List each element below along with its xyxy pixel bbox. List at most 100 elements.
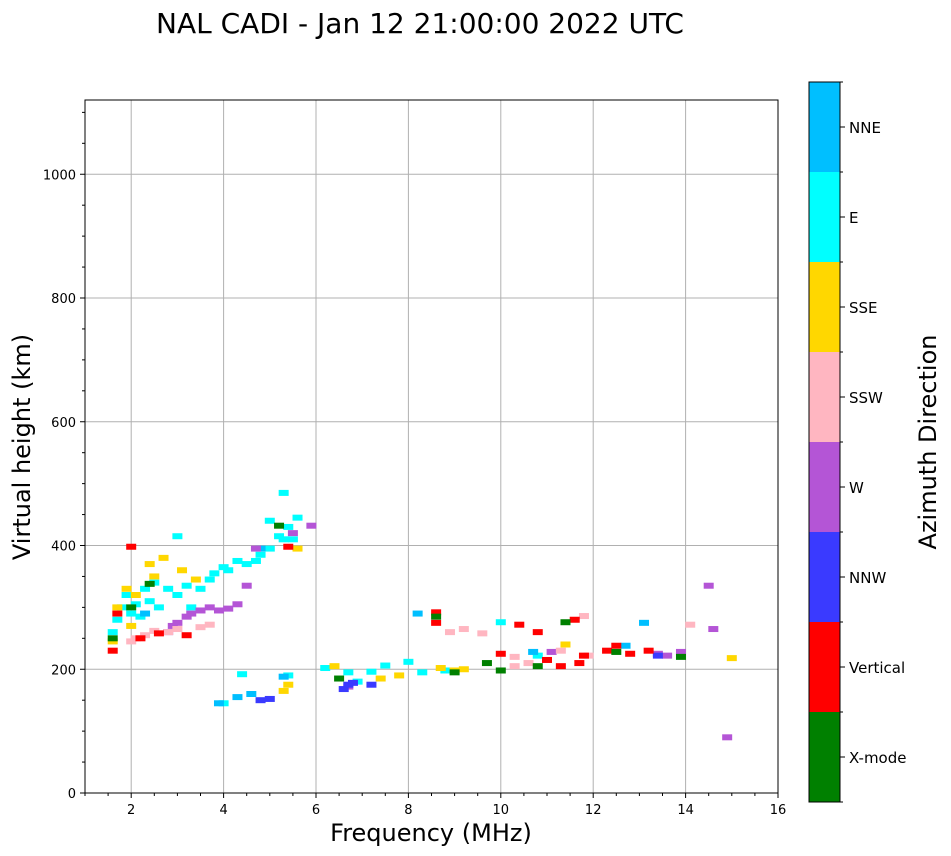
colorbar-segment — [809, 442, 840, 532]
data-point — [255, 697, 266, 704]
data-point — [403, 658, 414, 665]
data-point — [431, 619, 442, 626]
data-point — [611, 648, 622, 655]
data-point — [431, 613, 442, 620]
colorbar-segment — [809, 82, 840, 172]
data-point — [675, 648, 686, 655]
colorbar-segment — [809, 172, 840, 262]
data-point — [278, 673, 289, 680]
data-point — [144, 598, 155, 605]
data-point — [209, 570, 220, 577]
colorbar-frame — [808, 81, 841, 803]
data-point — [140, 632, 151, 639]
colorbar-segment — [809, 622, 840, 712]
data-point — [380, 662, 391, 669]
data-point — [190, 576, 201, 583]
data-point — [532, 663, 543, 670]
x-tick-label: 4 — [219, 803, 227, 818]
data-point — [163, 629, 174, 636]
data-point — [477, 630, 488, 637]
y-axis-ticks: 0 200 400 600 800 1000 — [43, 111, 85, 802]
x-tick-label: 2 — [127, 803, 135, 818]
data-point — [528, 648, 539, 655]
data-point — [726, 655, 737, 662]
data-point — [177, 567, 188, 574]
data-point — [107, 647, 118, 654]
data-point — [126, 604, 137, 611]
data-point — [412, 610, 423, 617]
data-point — [366, 668, 377, 675]
colorbar-tick-label: W — [849, 479, 864, 497]
data-point — [213, 700, 224, 707]
data-points — [107, 489, 737, 741]
data-point — [140, 610, 151, 617]
data-point — [204, 576, 215, 583]
data-point — [514, 621, 525, 628]
data-point — [264, 545, 275, 552]
data-point — [343, 669, 354, 676]
data-point — [555, 663, 566, 670]
data-point — [204, 621, 215, 628]
colorbar-tick-label: X-mode — [849, 749, 906, 767]
data-point — [334, 675, 345, 682]
data-point — [250, 557, 261, 564]
colorbar-tick-label: Vertical — [849, 659, 905, 677]
data-point — [126, 622, 137, 629]
data-point — [306, 522, 317, 529]
data-point — [417, 669, 428, 676]
data-point — [542, 656, 552, 663]
data-point — [708, 626, 719, 633]
data-point — [255, 551, 266, 558]
data-point — [287, 530, 298, 537]
data-point — [107, 629, 118, 636]
data-point — [662, 652, 673, 659]
grid-lines — [85, 100, 778, 793]
data-point — [223, 567, 234, 574]
data-point — [338, 686, 349, 693]
data-point — [283, 523, 294, 530]
x-axis-ticks: 2 4 6 8 10 12 14 16 — [84, 793, 787, 818]
data-point — [532, 629, 543, 636]
x-axis-label: Frequency (MHz) — [330, 819, 532, 847]
data-point — [144, 561, 155, 568]
data-point — [107, 638, 118, 645]
y-tick-label: 0 — [68, 787, 76, 802]
data-point — [195, 607, 206, 614]
x-tick-label: 12 — [585, 803, 602, 818]
data-point — [107, 635, 118, 642]
data-point — [172, 619, 183, 626]
data-point — [144, 580, 155, 587]
y-tick-label: 200 — [51, 663, 76, 678]
data-point — [186, 604, 197, 611]
y-tick-label: 1000 — [43, 168, 76, 183]
colorbar-label: Azimuth Direction — [914, 335, 942, 550]
data-point — [283, 543, 294, 550]
data-point — [264, 695, 275, 702]
data-point — [329, 663, 340, 670]
data-point — [283, 681, 294, 688]
colorbar-tick-label: SSE — [849, 299, 878, 317]
data-point — [204, 604, 215, 611]
data-point — [458, 626, 469, 633]
colorbar-tick-label: NNW — [849, 569, 886, 587]
colorbar-segment — [809, 352, 840, 442]
data-point — [163, 585, 174, 592]
data-point — [181, 582, 192, 589]
data-point — [287, 536, 298, 543]
data-point — [274, 533, 285, 540]
y-tick-label: 600 — [51, 416, 76, 431]
data-point — [278, 489, 289, 496]
x-tick-label: 16 — [770, 803, 787, 818]
data-point — [126, 610, 137, 617]
data-point — [375, 675, 386, 682]
data-point — [237, 671, 248, 678]
data-point — [509, 663, 520, 670]
data-point — [153, 604, 164, 611]
data-point — [186, 610, 197, 617]
data-point — [172, 626, 183, 633]
data-point — [532, 652, 543, 659]
data-point — [685, 621, 696, 628]
x-tick-label: 10 — [493, 803, 510, 818]
data-point — [112, 616, 123, 623]
